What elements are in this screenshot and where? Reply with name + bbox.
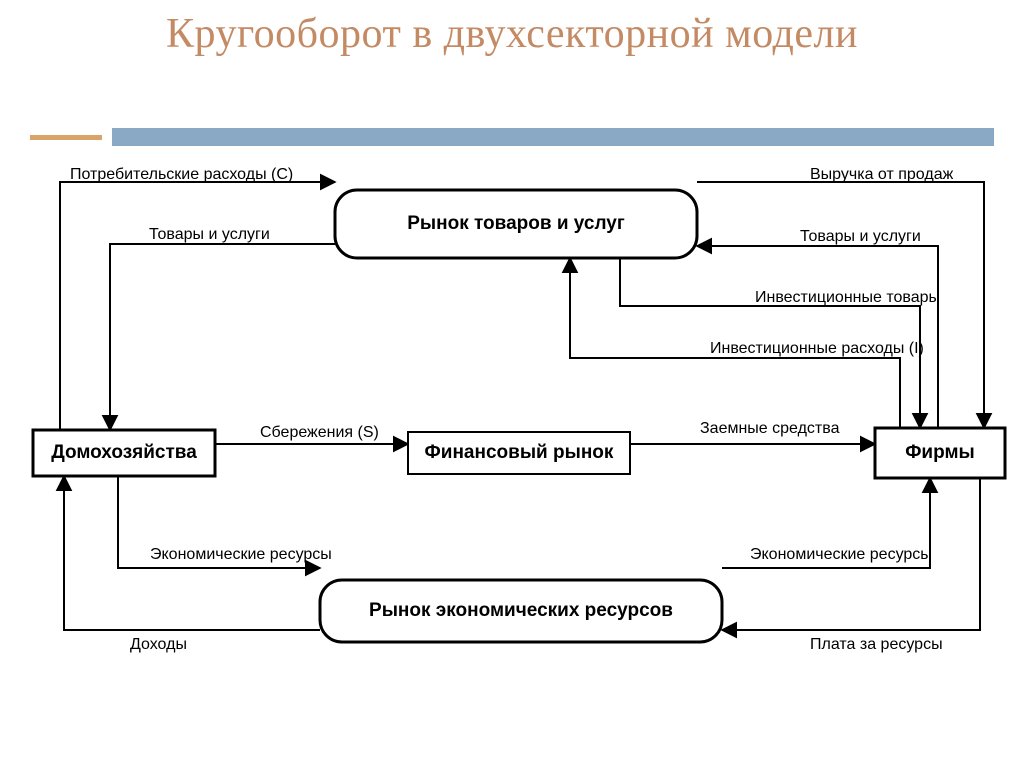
edge-label-loans: Заемные средства (700, 420, 839, 438)
edge-label-econ_res_to_market: Экономические ресурсы (150, 546, 332, 564)
edge-label-goods_from_firms: Товары и услуги (800, 228, 921, 246)
node-label-households: Домохозяйства (33, 442, 215, 464)
edge-label-invest_goods: Инвестиционные товары (755, 289, 940, 307)
edge-label-invest_spending: Инвестиционные расходы (I) (710, 340, 924, 358)
node-label-goods: Рынок товаров и услуг (335, 213, 697, 235)
edge-consumer_spending (60, 182, 335, 430)
edge-label-income: Доходы (130, 636, 187, 654)
node-label-finmarket: Финансовый рынок (408, 442, 630, 464)
edge-label-econ_res_to_firms: Экономические ресурсы (750, 546, 932, 564)
edge-label-sales_revenue: Выручка от продаж (810, 166, 953, 184)
edge-label-consumer_spending: Потребительские расходы (С) (70, 166, 293, 184)
edge-label-resource_payment: Плата за ресурсы (810, 636, 943, 654)
edge-label-savings: Сбережения (S) (260, 424, 379, 442)
node-label-firms: Фирмы (875, 442, 1005, 464)
node-label-resources: Рынок экономических ресурсов (320, 600, 722, 622)
edge-label-goods_to_hh: Товары и услуги (149, 226, 270, 244)
edge-goods_to_hh (110, 244, 335, 430)
edge-goods_from_firms (697, 246, 938, 428)
